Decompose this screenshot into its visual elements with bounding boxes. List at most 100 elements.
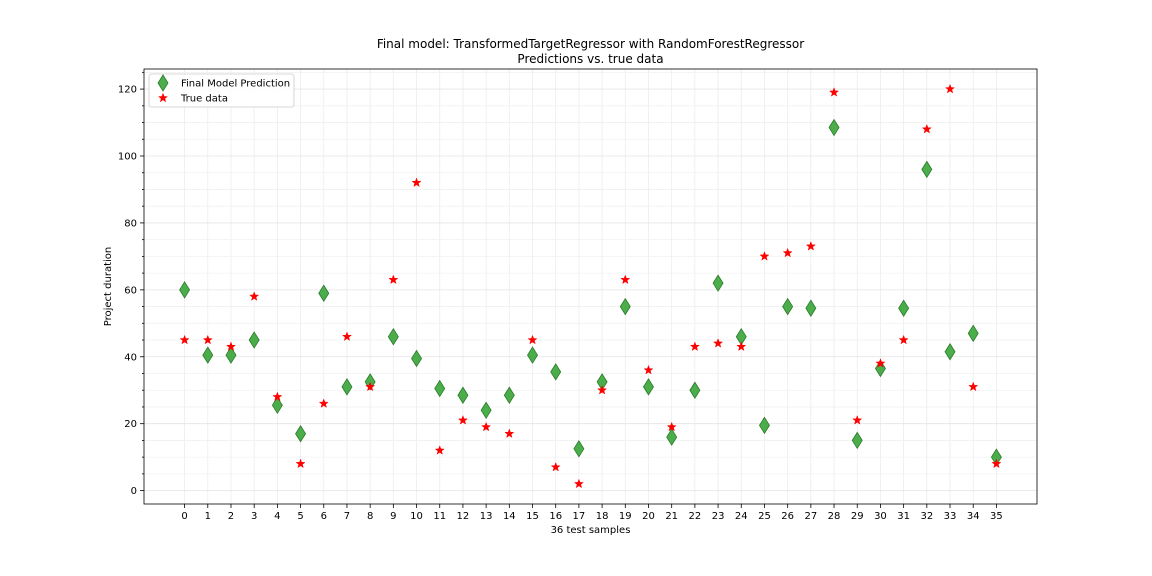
true-data-point (759, 251, 770, 261)
x-tick-label: 1 (205, 511, 211, 522)
y-tick-label: 100 (118, 152, 137, 163)
x-tick-label: 22 (689, 511, 702, 522)
true-data-point (689, 341, 700, 352)
x-tick-label: 14 (503, 511, 516, 522)
prediction-point (248, 331, 260, 349)
true-data-point (666, 421, 677, 432)
x-tick-label: 10 (410, 511, 423, 522)
true-data-point (782, 247, 793, 258)
y-tick-label: 120 (118, 85, 137, 96)
prediction-point (666, 428, 678, 446)
true-data-point (457, 415, 468, 425)
prediction-point (341, 378, 353, 396)
prediction-point (573, 440, 585, 458)
prediction-point (271, 396, 283, 415)
prediction-point (411, 349, 423, 368)
true-data-point (550, 461, 561, 472)
y-axis-label: Project duration (103, 247, 114, 326)
chart-title: Final model: TransformedTargetRegressor … (376, 37, 805, 51)
prediction-point (898, 299, 910, 318)
prediction-point (828, 118, 840, 137)
true-data-point (179, 334, 190, 345)
axes-frame (143, 68, 1038, 505)
prediction-point (457, 386, 469, 405)
x-tick-label: 23 (712, 511, 725, 522)
prediction-point (318, 284, 330, 302)
true-data-point (295, 458, 306, 469)
true-data-point (504, 428, 515, 439)
x-tick-label: 35 (990, 511, 1003, 522)
legend-label: Final Model Prediction (181, 79, 290, 90)
prediction-point (387, 327, 399, 346)
true-data-point (805, 241, 816, 251)
x-tick-label: 20 (642, 511, 655, 522)
x-tick-label: 5 (297, 511, 303, 522)
legend-label: True data (180, 94, 228, 105)
prediction-point (527, 346, 538, 364)
prediction-point (550, 363, 562, 381)
true-data-point (202, 334, 213, 345)
x-tick-label: 30 (874, 511, 887, 522)
true-data-point (944, 83, 956, 94)
x-tick-label: 29 (851, 511, 864, 522)
y-tick-label: 40 (124, 352, 137, 363)
prediction-point (619, 297, 631, 316)
x-tick-label: 27 (804, 511, 817, 522)
plot-background (144, 69, 1037, 504)
x-tick-label: 4 (274, 511, 280, 522)
true-data-point (341, 331, 353, 342)
x-tick-label: 32 (920, 511, 933, 522)
y-tick-label: 0 (131, 486, 137, 497)
x-tick-label: 33 (944, 511, 957, 522)
x-tick-label: 2 (228, 511, 234, 522)
true-data-point (736, 341, 747, 352)
prediction-point (874, 359, 886, 378)
true-data-point (527, 334, 538, 345)
y-tick-label: 60 (124, 285, 137, 296)
prediction-point (921, 160, 933, 179)
true-data-point (828, 87, 840, 97)
prediction-point (480, 401, 492, 420)
true-data-point (411, 177, 422, 188)
series-1 (179, 83, 1002, 489)
x-tick-label: 16 (549, 511, 562, 522)
prediction-point (712, 274, 724, 292)
x-tick-label: 15 (526, 511, 539, 522)
true-data-point (597, 384, 608, 395)
prediction-point (782, 297, 794, 316)
true-data-point (875, 358, 886, 368)
x-tick-label: 31 (897, 511, 910, 522)
prediction-point (503, 386, 515, 405)
prediction-point (758, 416, 770, 435)
prediction-point (805, 299, 817, 318)
true-data-point (643, 364, 654, 375)
x-tick-label: 13 (480, 511, 493, 522)
true-data-point (968, 381, 979, 392)
prediction-point (179, 281, 191, 299)
prediction-point (689, 381, 701, 399)
prediction-point (851, 431, 863, 450)
true-data-point (852, 415, 863, 425)
x-tick-label: 9 (390, 511, 396, 522)
prediction-point (202, 346, 214, 364)
legend-box (148, 73, 295, 108)
prediction-point (225, 346, 237, 364)
prediction-point (643, 378, 654, 396)
true-data-point (365, 381, 376, 392)
x-tick-label: 8 (367, 511, 373, 522)
true-data-point (388, 274, 399, 285)
true-data-point (249, 291, 260, 301)
true-data-point (272, 391, 283, 402)
x-tick-label: 3 (251, 511, 257, 522)
x-tick-label: 26 (781, 511, 794, 522)
x-tick-label: 11 (433, 511, 446, 522)
prediction-point (944, 342, 956, 361)
grid-lines (144, 69, 1037, 504)
true-data-point (620, 274, 631, 285)
legend: Final Model Prediction True data (148, 73, 295, 108)
true-data-point (713, 338, 724, 348)
legend-marker (157, 92, 169, 103)
chart-subtitle: Predictions vs. true data (517, 52, 664, 66)
legend-marker (157, 74, 169, 92)
